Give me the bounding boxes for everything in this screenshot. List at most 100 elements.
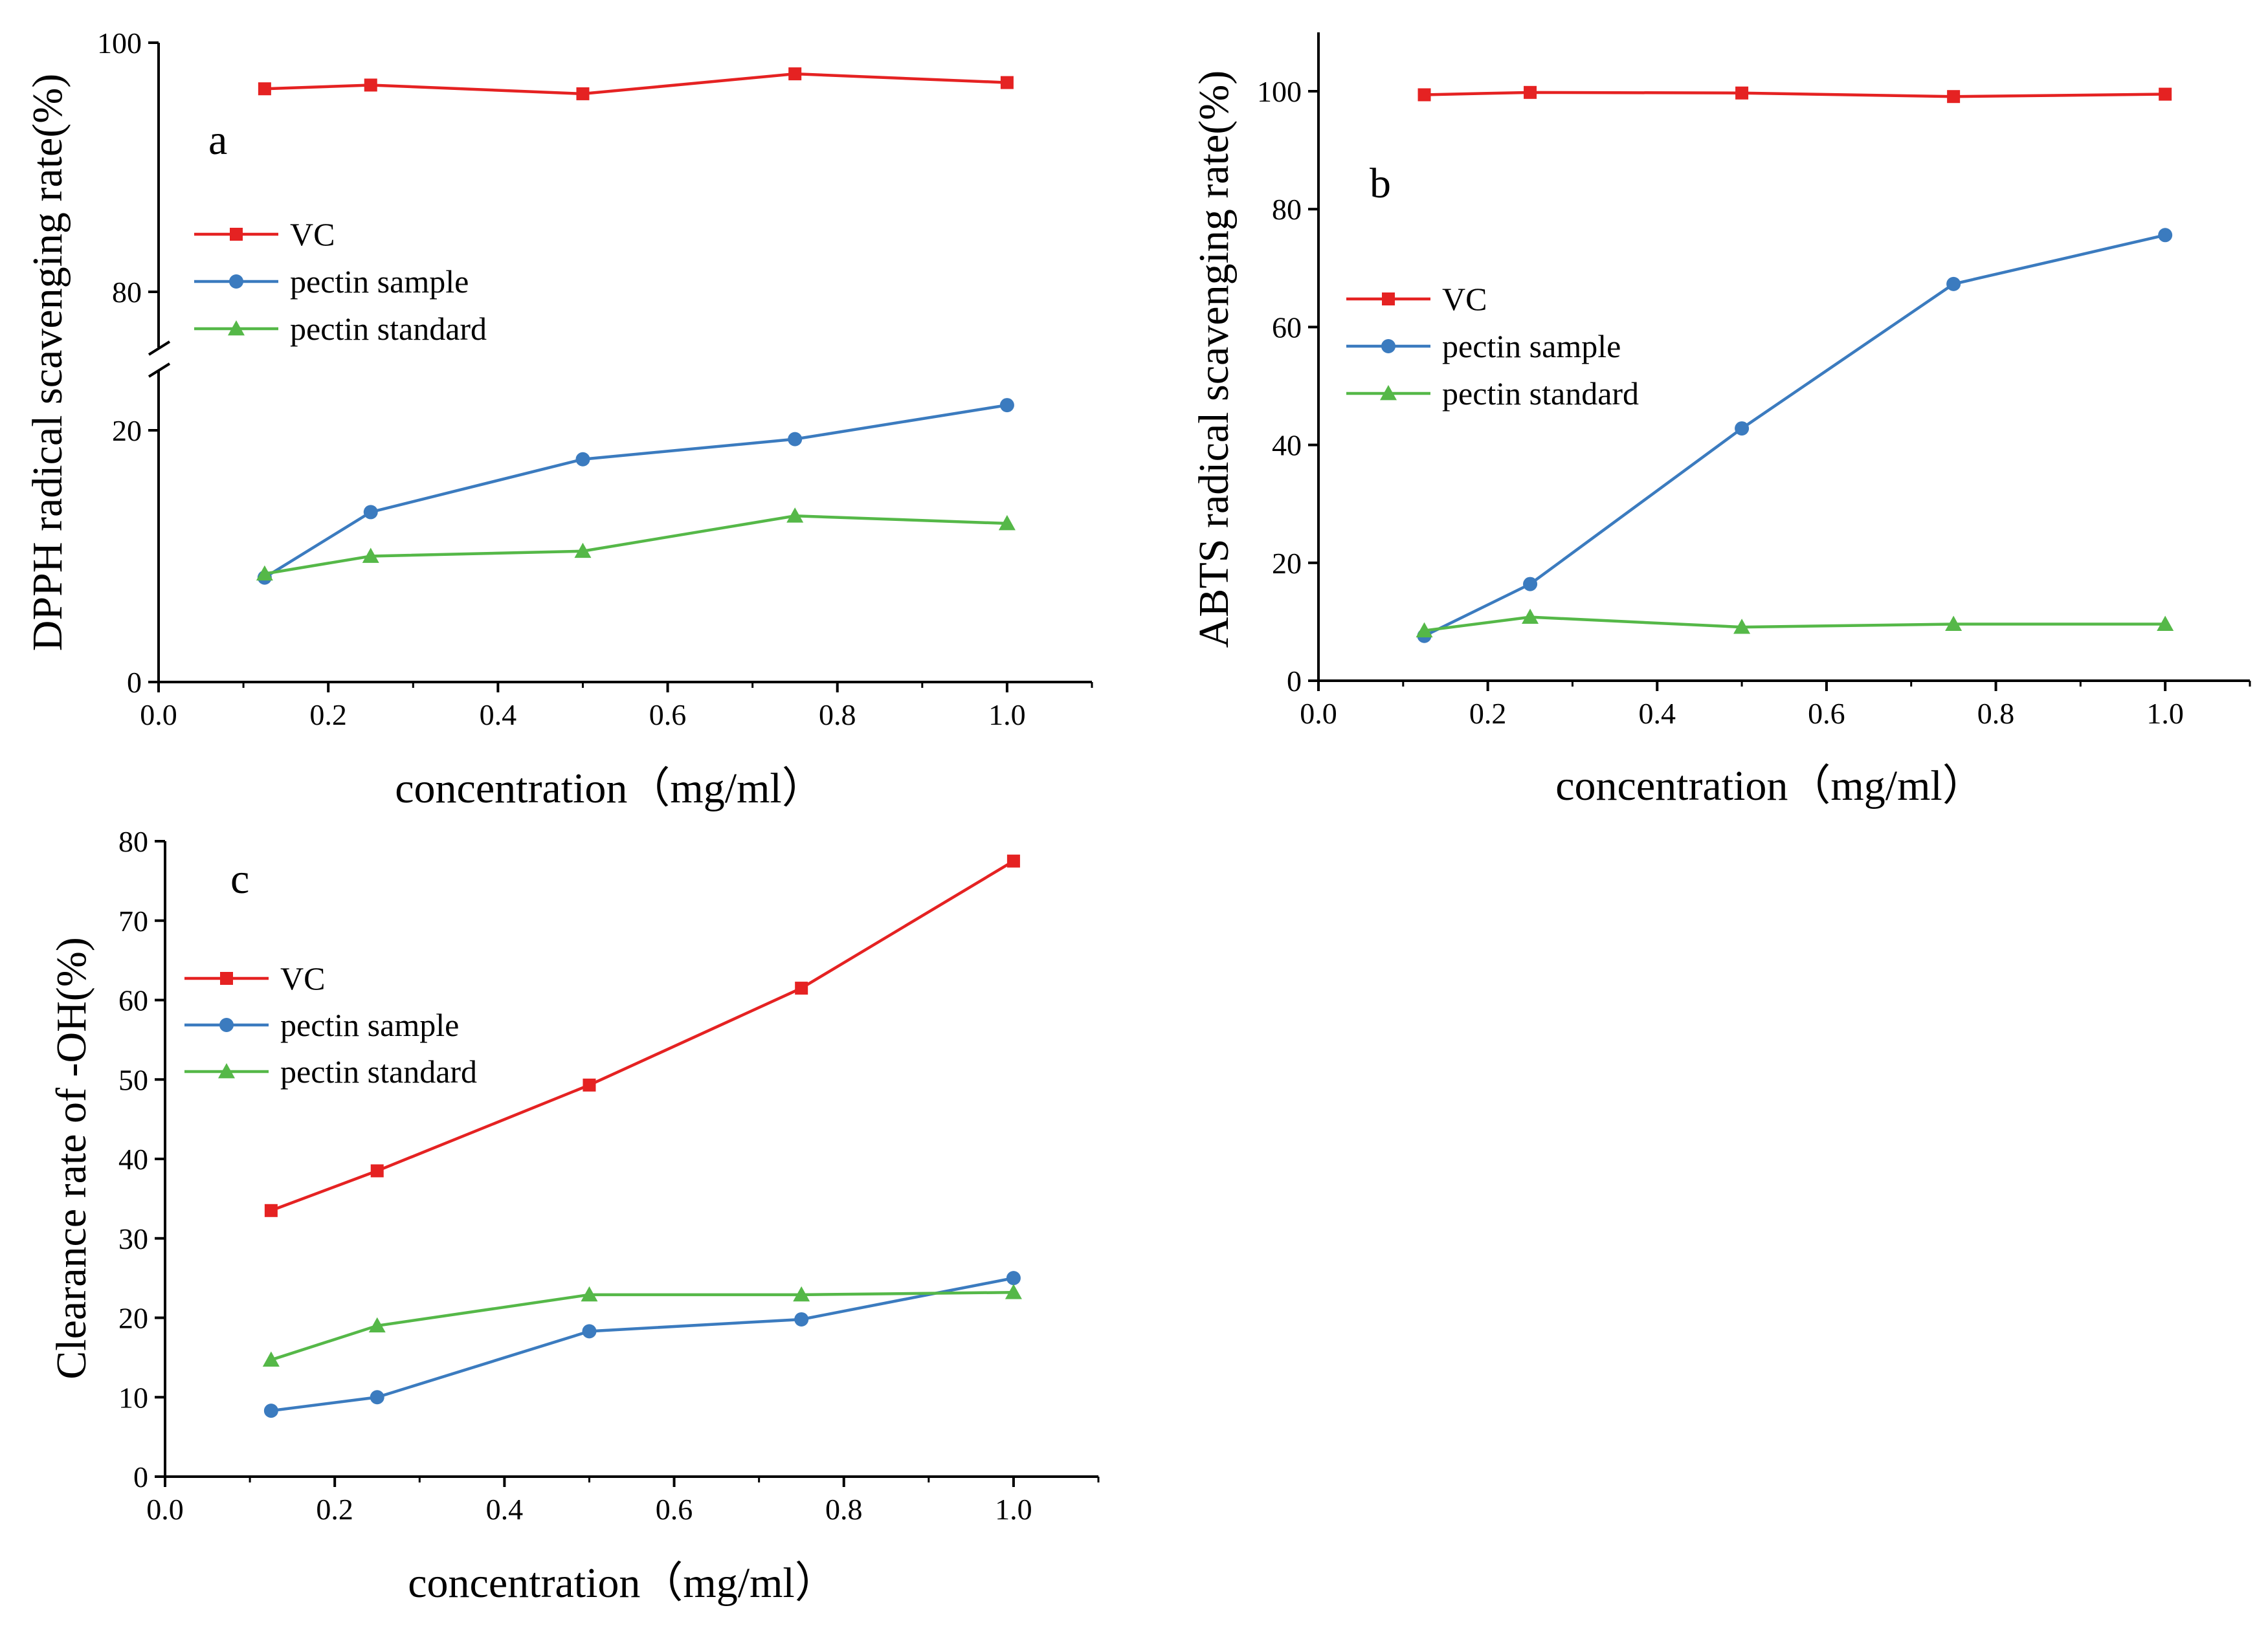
data-point [1735, 86, 1749, 100]
y-tick-label: 30 [118, 1222, 148, 1255]
x-tick-label: 0.2 [1469, 697, 1507, 730]
data-point [793, 1286, 810, 1302]
x-tick-label: 1.0 [2146, 697, 2184, 730]
data-point [1524, 85, 1537, 99]
data-point [2158, 228, 2173, 243]
legend-marker [1381, 339, 1395, 353]
y-axis-title-a: DPPH radical scavenging rate(%) [24, 74, 71, 652]
series-line [1423, 234, 2166, 637]
data-point [1946, 276, 1961, 291]
y-tick-label: 20 [1272, 547, 1302, 580]
legend-marker [218, 1063, 235, 1079]
y-tick-label: 60 [1272, 311, 1302, 344]
panel-a: 0.0 0.2 0.4 0.6 0.8 1.0 0 20 80 100 a DPPH radic… [24, 27, 1093, 812]
panel-letter-c: c [230, 855, 249, 903]
x-tick-label: 0.2 [309, 698, 347, 731]
legend-label: VC [280, 960, 325, 997]
data-point [581, 1286, 598, 1302]
legend-marker [230, 228, 243, 241]
data-point [582, 1324, 597, 1339]
axis-break-mark [148, 362, 171, 378]
data-point [999, 398, 1014, 413]
data-point [1735, 421, 1750, 436]
x-tick-label: 1.0 [988, 698, 1026, 731]
data-point [1947, 90, 1961, 104]
x-axis-title-c: concentration（mg/ml） [408, 1559, 838, 1607]
x-axis-title-b: concentration（mg/ml） [1555, 762, 1985, 809]
x-tick-label: 1.0 [995, 1493, 1032, 1526]
y-tick-label: 40 [118, 1143, 148, 1176]
legend-marker [1382, 292, 1395, 305]
data-point [1418, 88, 1431, 102]
x-tick-label: 0.6 [1808, 697, 1845, 730]
y-tick-label: 0 [1287, 665, 1302, 698]
data-point [998, 514, 1016, 531]
data-point [583, 1078, 596, 1092]
data-point [258, 82, 271, 96]
x-tick-label: 0.2 [316, 1493, 353, 1526]
legend-label: VC [1442, 281, 1487, 317]
x-tick-label: 0.4 [1639, 697, 1676, 730]
data-point [2159, 87, 2172, 101]
y-tick-label: 80 [1272, 193, 1302, 226]
x-tick-label: 0.0 [140, 698, 177, 731]
data-point [575, 452, 590, 467]
x-tick-label: 0.8 [819, 698, 856, 731]
data-point [364, 78, 377, 92]
data-point [1416, 622, 1433, 637]
data-point [1000, 76, 1014, 89]
x-tick-label: 0.4 [480, 698, 517, 731]
x-tick-label: 0.0 [146, 1493, 184, 1526]
series-line [264, 514, 1007, 575]
series-line [271, 1276, 1014, 1413]
y-tick-label: 60 [118, 984, 148, 1017]
y-tick-label: 100 [1257, 75, 1302, 108]
legend-label: pectin standard [290, 311, 487, 347]
data-point [1006, 1271, 1021, 1286]
data-point [788, 67, 802, 81]
data-point [1005, 1284, 1022, 1299]
data-point [1006, 854, 1020, 868]
panel-letter-a: a [208, 116, 227, 164]
y-tick-label: 20 [112, 414, 142, 447]
data-point [262, 1351, 280, 1367]
data-point [795, 982, 808, 995]
legend-label: pectin sample [280, 1007, 459, 1043]
data-point [1733, 619, 1751, 634]
legend-marker [228, 320, 245, 336]
x-tick-label: 0.8 [1977, 697, 2015, 730]
panel-b: 0.0 0.2 0.4 0.6 0.8 1.0 0 20 40 60 80 100 b ABTS r… [1190, 32, 2251, 809]
data-point [788, 432, 803, 446]
data-point [574, 542, 592, 558]
legend-marker [220, 972, 233, 985]
data-point [786, 507, 804, 523]
y-tick-label: 50 [118, 1063, 148, 1096]
data-point [1945, 615, 1962, 631]
x-tick-label: 0.8 [825, 1493, 863, 1526]
legend-label: VC [290, 216, 335, 252]
data-point [794, 1312, 809, 1327]
y-tick-label: 0 [133, 1460, 148, 1493]
data-point [2157, 615, 2174, 631]
x-tick-label: 0.0 [1300, 697, 1337, 730]
data-point [1523, 577, 1538, 591]
x-tick-label: 0.6 [656, 1493, 693, 1526]
x-tick-label: 0.4 [486, 1493, 524, 1526]
data-point [370, 1390, 384, 1405]
data-point [264, 1204, 278, 1217]
legend-marker [229, 274, 243, 289]
legend-label: pectin standard [280, 1053, 477, 1090]
legend-marker [1380, 385, 1397, 401]
y-axis-title-b: ABTS radical scavenging rate(%) [1190, 71, 1238, 648]
y-tick-label: 100 [97, 27, 142, 60]
data-point [256, 565, 273, 581]
data-point [1522, 608, 1539, 624]
legend-marker [219, 1018, 234, 1032]
data-point [576, 87, 590, 100]
y-tick-label: 10 [118, 1381, 148, 1414]
y-axis-title-c: Clearance rate of -OH(%) [48, 937, 95, 1379]
data-point [370, 1164, 384, 1178]
y-tick-label: 80 [118, 825, 148, 858]
series-line [271, 1290, 1014, 1361]
